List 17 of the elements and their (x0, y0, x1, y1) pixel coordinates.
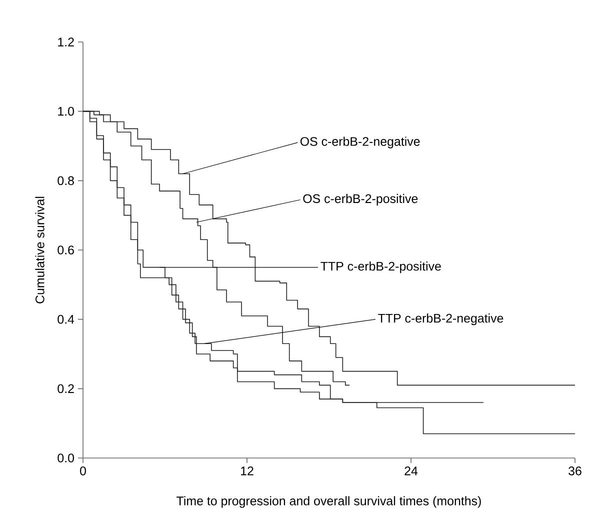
x-tick-label: 24 (404, 466, 418, 476)
x-axis-title: Time to progression and overall survival times (months) (176, 496, 481, 508)
annotation: OS c-erbB-2-positive (303, 194, 418, 206)
annotation: TTP c-erbB-2-negative (378, 314, 504, 326)
x-tick-label: 36 (568, 466, 582, 476)
annotation: TTP c-erbB-2-positive (320, 262, 441, 274)
y-tick-label: 1.2 (58, 38, 74, 46)
y-tick-label: 0.8 (58, 176, 74, 186)
annotation: OS c-erbB-2-negative (300, 136, 420, 148)
y-tick-label: 0.2 (58, 384, 74, 394)
y-axis-title: Cumulative survival (35, 196, 44, 304)
y-tick-label: 0.0 (58, 454, 74, 462)
y-tick-label: 0.4 (58, 314, 74, 324)
y-tick-label: 0.6 (58, 246, 74, 254)
x-tick-label: 12 (241, 466, 254, 476)
x-tick-label: 0 (80, 466, 86, 476)
y-tick-label: 1.0 (58, 106, 74, 116)
